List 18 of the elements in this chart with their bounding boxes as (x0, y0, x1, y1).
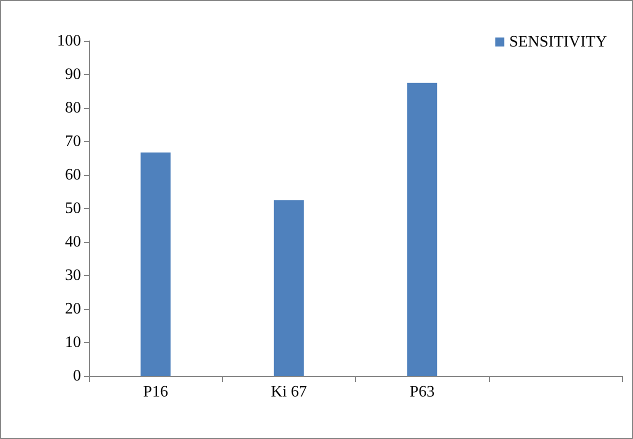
bar (274, 200, 304, 376)
bar (407, 82, 438, 376)
x-tick-label: Ki 67 (270, 384, 307, 400)
y-tick-label: 30 (65, 267, 81, 284)
legend-label: SENSITIVITY (509, 34, 608, 50)
y-tick-label: 20 (65, 300, 81, 318)
y-tick-label: 100 (57, 32, 81, 50)
x-tick-label: P63 (410, 384, 435, 400)
y-tick-label: 10 (65, 334, 81, 351)
y-tick-label: 0 (73, 368, 81, 384)
y-tick-label: 80 (65, 100, 81, 116)
y-tick-label: 70 (65, 133, 81, 150)
y-tick-label: 50 (65, 200, 81, 217)
bar (140, 152, 171, 376)
y-tick-label: 60 (65, 166, 81, 184)
y-tick-label: 90 (65, 66, 81, 83)
x-tick-label: P16 (143, 384, 168, 400)
y-tick-label: 40 (65, 234, 81, 250)
